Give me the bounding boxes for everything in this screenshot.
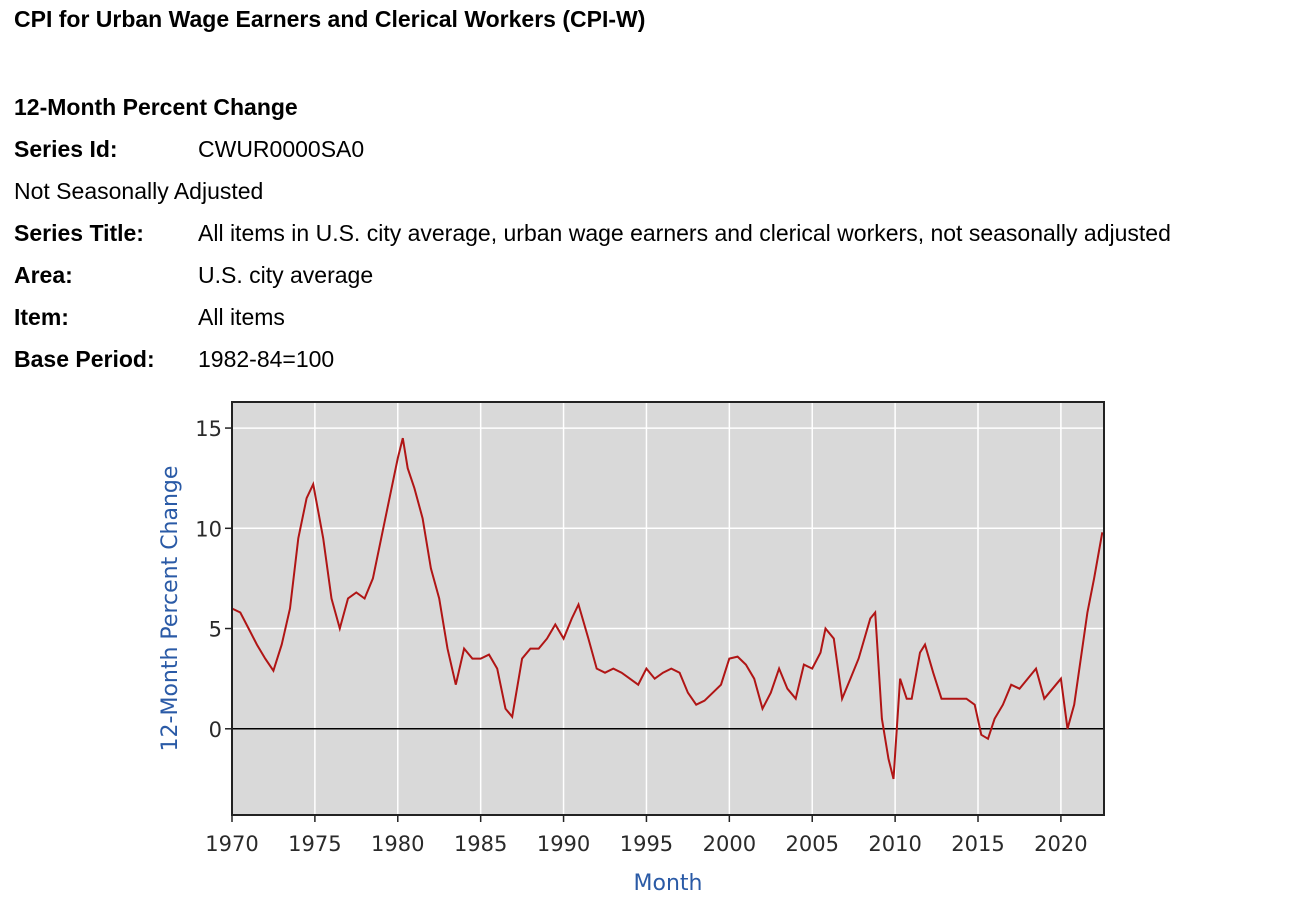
item-row: Item: All items [14,304,285,331]
x-tick-label: 2005 [786,832,839,856]
series-id-label: Series Id: [14,136,118,162]
page-title: CPI for Urban Wage Earners and Clerical … [14,6,646,32]
axis-ticks: 1970 1975 1980 1985 1990 1995 2000 2005 2010 2015… [195,417,1087,856]
x-tick-label: 1995 [620,832,673,856]
base-period-value: 1982-84=100 [198,346,335,372]
series-id-row: Series Id: CWUR0000SA0 [14,136,364,163]
plot-frame [231,401,1105,816]
y-tick-label: 5 [209,618,222,642]
series-line [231,437,1104,780]
y-tick-label: 10 [195,517,222,541]
x-tick-label: 1970 [205,832,258,856]
area-label: Area: [14,262,73,288]
series-title-value: All items in U.S. city average, urban wa… [198,220,1171,246]
series-title-label: Series Title: [14,220,144,246]
plot-area [232,402,1104,815]
x-tick-label: 2020 [1034,832,1087,856]
base-period-label: Base Period: [14,346,155,372]
y-tick-label: 0 [209,718,222,742]
y-tick-label: 15 [195,417,222,441]
grid-lines [231,402,1104,815]
x-tick-label: 2010 [868,832,921,856]
x-axis-label: Month [634,871,703,896]
series-heading: 12-Month Percent Change [14,94,298,120]
x-tick-label: 2015 [951,832,1004,856]
base-period-row: Base Period: 1982-84=100 [14,346,334,373]
area-row: Area: U.S. city average [14,262,373,289]
series-title-row: Series Title: All items in U.S. city aver… [14,220,1171,247]
y-axis-label: 12-Month Percent Change [158,466,183,752]
x-tick-label: 1985 [454,832,507,856]
area-value: U.S. city average [198,262,374,288]
item-value: All items [198,304,285,330]
x-tick-label: 1980 [371,832,424,856]
adjustment-text: Not Seasonally Adjusted [14,178,264,204]
x-tick-label: 2000 [703,832,756,856]
x-tick-label: 1990 [537,832,590,856]
adjustment-row: Not Seasonally Adjusted [14,178,263,205]
x-tick-label: 1975 [288,832,341,856]
series-id-value: CWUR0000SA0 [198,136,365,162]
item-label: Item: [14,304,69,330]
